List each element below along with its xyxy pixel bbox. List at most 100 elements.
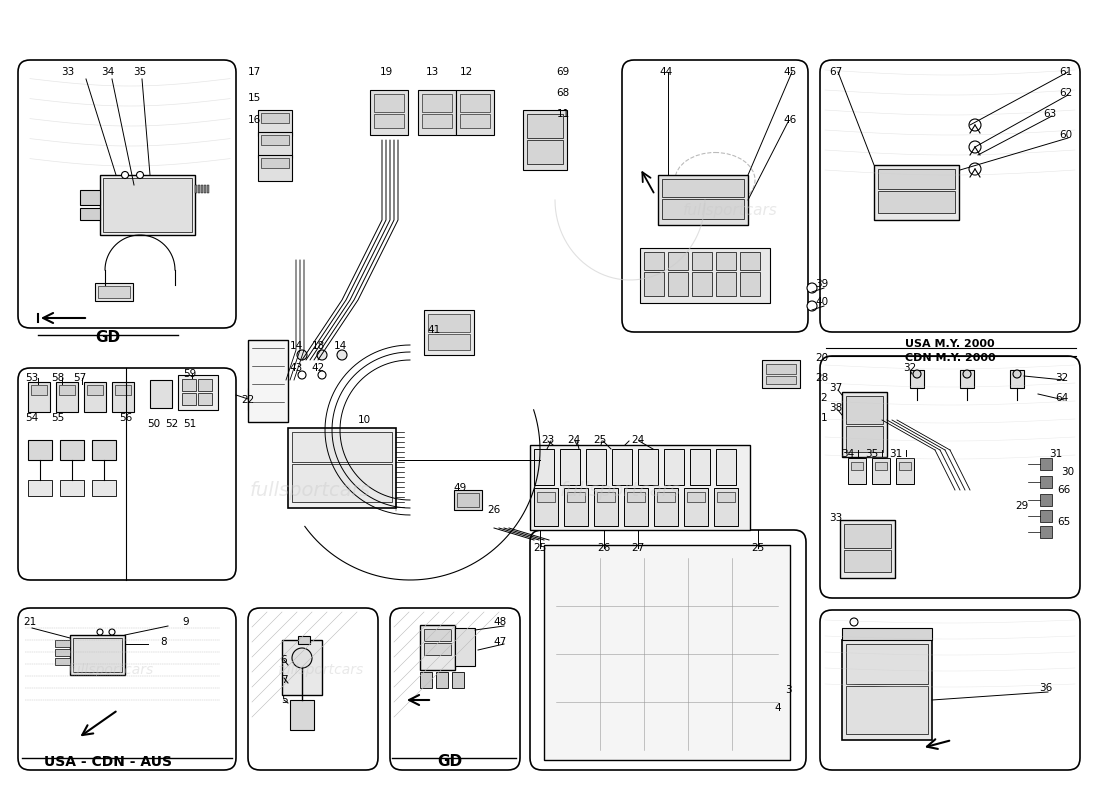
Bar	[662, 199, 744, 219]
Bar	[95, 283, 133, 301]
Bar	[201, 185, 203, 193]
Text: 12: 12	[460, 67, 473, 77]
Bar	[534, 449, 554, 485]
Text: 51: 51	[184, 419, 197, 429]
Bar	[28, 382, 50, 412]
Bar	[842, 392, 887, 457]
Text: CDN M.Y. 2000: CDN M.Y. 2000	[904, 353, 996, 363]
Bar	[899, 462, 911, 470]
Text: 8: 8	[161, 637, 167, 647]
Circle shape	[850, 618, 858, 626]
Bar	[1040, 510, 1052, 522]
Bar	[420, 625, 455, 670]
Bar	[527, 114, 563, 138]
Circle shape	[1013, 370, 1021, 378]
Bar	[428, 314, 470, 332]
Bar	[586, 449, 606, 485]
Bar	[207, 185, 209, 193]
Bar	[690, 449, 710, 485]
Text: 20: 20	[815, 353, 828, 363]
Bar	[740, 272, 760, 296]
Text: 68: 68	[557, 88, 570, 98]
Bar	[116, 385, 131, 395]
Bar	[204, 185, 206, 193]
Bar	[198, 393, 212, 405]
Text: 47: 47	[494, 637, 507, 647]
Bar	[424, 310, 474, 355]
Bar	[878, 169, 955, 189]
Bar	[740, 252, 760, 270]
Text: 33: 33	[829, 513, 843, 523]
Bar	[460, 114, 490, 128]
Bar	[80, 208, 100, 220]
Circle shape	[318, 371, 326, 379]
Bar	[566, 492, 585, 502]
Text: 27: 27	[631, 543, 645, 553]
Text: 16: 16	[248, 115, 261, 125]
Text: 58: 58	[52, 373, 65, 383]
Text: fullsportcars: fullsportcars	[250, 481, 371, 499]
Text: 35: 35	[866, 449, 879, 459]
Text: 26: 26	[597, 543, 611, 553]
Bar	[182, 393, 196, 405]
Text: 5: 5	[280, 695, 287, 705]
Bar	[248, 388, 278, 410]
Bar	[1040, 476, 1052, 488]
Circle shape	[292, 648, 312, 668]
Bar	[846, 686, 928, 734]
Bar	[534, 488, 558, 526]
Text: 11: 11	[557, 109, 570, 119]
Text: USA M.Y. 2000: USA M.Y. 2000	[905, 339, 994, 349]
Polygon shape	[544, 545, 790, 760]
Bar	[150, 380, 172, 408]
Bar	[874, 462, 887, 470]
Circle shape	[97, 629, 103, 635]
Bar	[846, 426, 883, 452]
Text: 2: 2	[821, 393, 827, 403]
Bar	[658, 175, 748, 225]
Text: 31: 31	[1049, 449, 1063, 459]
Bar	[28, 440, 52, 460]
Bar	[55, 640, 70, 647]
Text: 26: 26	[487, 505, 500, 515]
Bar	[292, 464, 392, 502]
Bar	[762, 360, 800, 388]
Bar	[896, 458, 914, 484]
Bar	[87, 385, 103, 395]
Circle shape	[807, 301, 817, 311]
Bar	[198, 185, 200, 193]
Bar	[31, 385, 47, 395]
Bar	[456, 90, 494, 135]
Text: 15: 15	[248, 93, 261, 103]
Bar	[436, 672, 448, 688]
Text: 39: 39	[815, 279, 828, 289]
Circle shape	[136, 171, 143, 178]
Bar	[717, 492, 735, 502]
Text: 65: 65	[1057, 517, 1070, 527]
Text: 17: 17	[248, 67, 261, 77]
Bar	[258, 132, 292, 158]
Text: 43: 43	[289, 363, 302, 373]
Bar	[288, 428, 396, 508]
Text: 29: 29	[1015, 501, 1028, 511]
Bar	[374, 94, 404, 112]
Bar	[692, 252, 712, 270]
Bar	[716, 449, 736, 485]
Text: 62: 62	[1059, 88, 1072, 98]
Circle shape	[298, 371, 306, 379]
Bar	[92, 480, 116, 496]
Bar	[454, 490, 482, 510]
Bar	[612, 449, 632, 485]
Text: 59: 59	[184, 369, 197, 379]
Bar	[424, 643, 451, 655]
Circle shape	[317, 350, 327, 360]
Text: 24: 24	[568, 435, 581, 445]
Text: 67: 67	[829, 67, 843, 77]
Bar	[644, 252, 664, 270]
Bar	[657, 492, 675, 502]
Text: 61: 61	[1059, 67, 1072, 77]
Bar	[84, 382, 106, 412]
Bar	[92, 440, 116, 460]
Text: 9: 9	[183, 617, 189, 627]
Text: fullsportcars: fullsportcars	[277, 663, 363, 677]
